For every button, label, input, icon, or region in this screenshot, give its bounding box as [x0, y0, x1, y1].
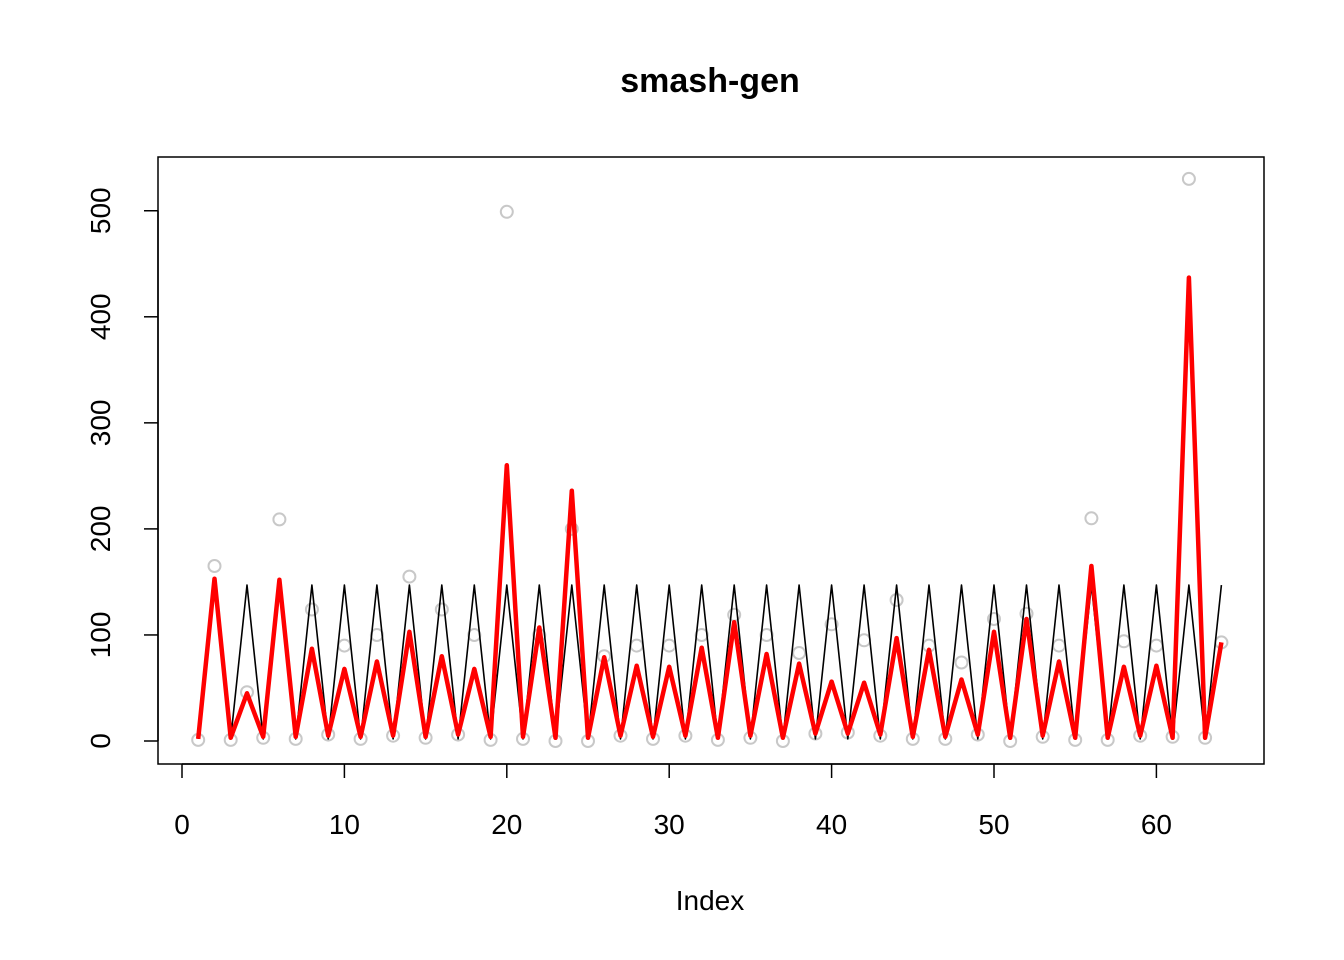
data-point — [857, 633, 872, 648]
data-point — [402, 569, 417, 584]
x-tick-label: 30 — [654, 809, 685, 840]
series-line-2 — [195, 275, 1224, 741]
x-tick-label: 20 — [491, 809, 522, 840]
y-tick-label: 100 — [85, 612, 116, 659]
data-point — [1116, 634, 1131, 649]
data-point — [954, 655, 969, 670]
data-point — [1149, 638, 1164, 653]
data-point — [434, 602, 449, 617]
y-tick-label: 500 — [85, 187, 116, 234]
data-point — [1181, 171, 1196, 186]
y-tick-label: 200 — [85, 506, 116, 553]
x-axis: 0 10 20 30 40 50 60 — [174, 763, 1172, 840]
data-point — [304, 602, 319, 617]
data-point — [987, 612, 1001, 626]
x-tick-label: 40 — [816, 809, 847, 840]
data-point — [629, 638, 644, 653]
x-tick-label: 60 — [1141, 809, 1172, 840]
y-tick-label: 300 — [85, 399, 116, 446]
series-points — [191, 171, 1229, 748]
y-axis: 0 100 200 300 400 500 — [85, 187, 159, 749]
x-axis-label: Index — [676, 885, 745, 916]
data-point — [207, 559, 222, 573]
chart-title: smash-gen — [620, 62, 800, 100]
data-point — [499, 204, 514, 219]
data-point — [337, 638, 352, 653]
data-point — [824, 617, 839, 632]
series-layer — [191, 171, 1229, 748]
data-point — [272, 512, 287, 527]
data-point — [792, 646, 807, 660]
data-point — [662, 638, 677, 653]
y-tick-label: 400 — [85, 293, 116, 340]
data-point — [1052, 638, 1066, 653]
data-point — [1084, 511, 1099, 526]
data-point — [889, 593, 904, 607]
y-tick-label: 0 — [85, 733, 116, 749]
x-tick-label: 50 — [978, 809, 1009, 840]
x-tick-label: 0 — [174, 809, 190, 840]
x-tick-label: 10 — [329, 809, 360, 840]
series-line-1 — [197, 584, 1223, 740]
